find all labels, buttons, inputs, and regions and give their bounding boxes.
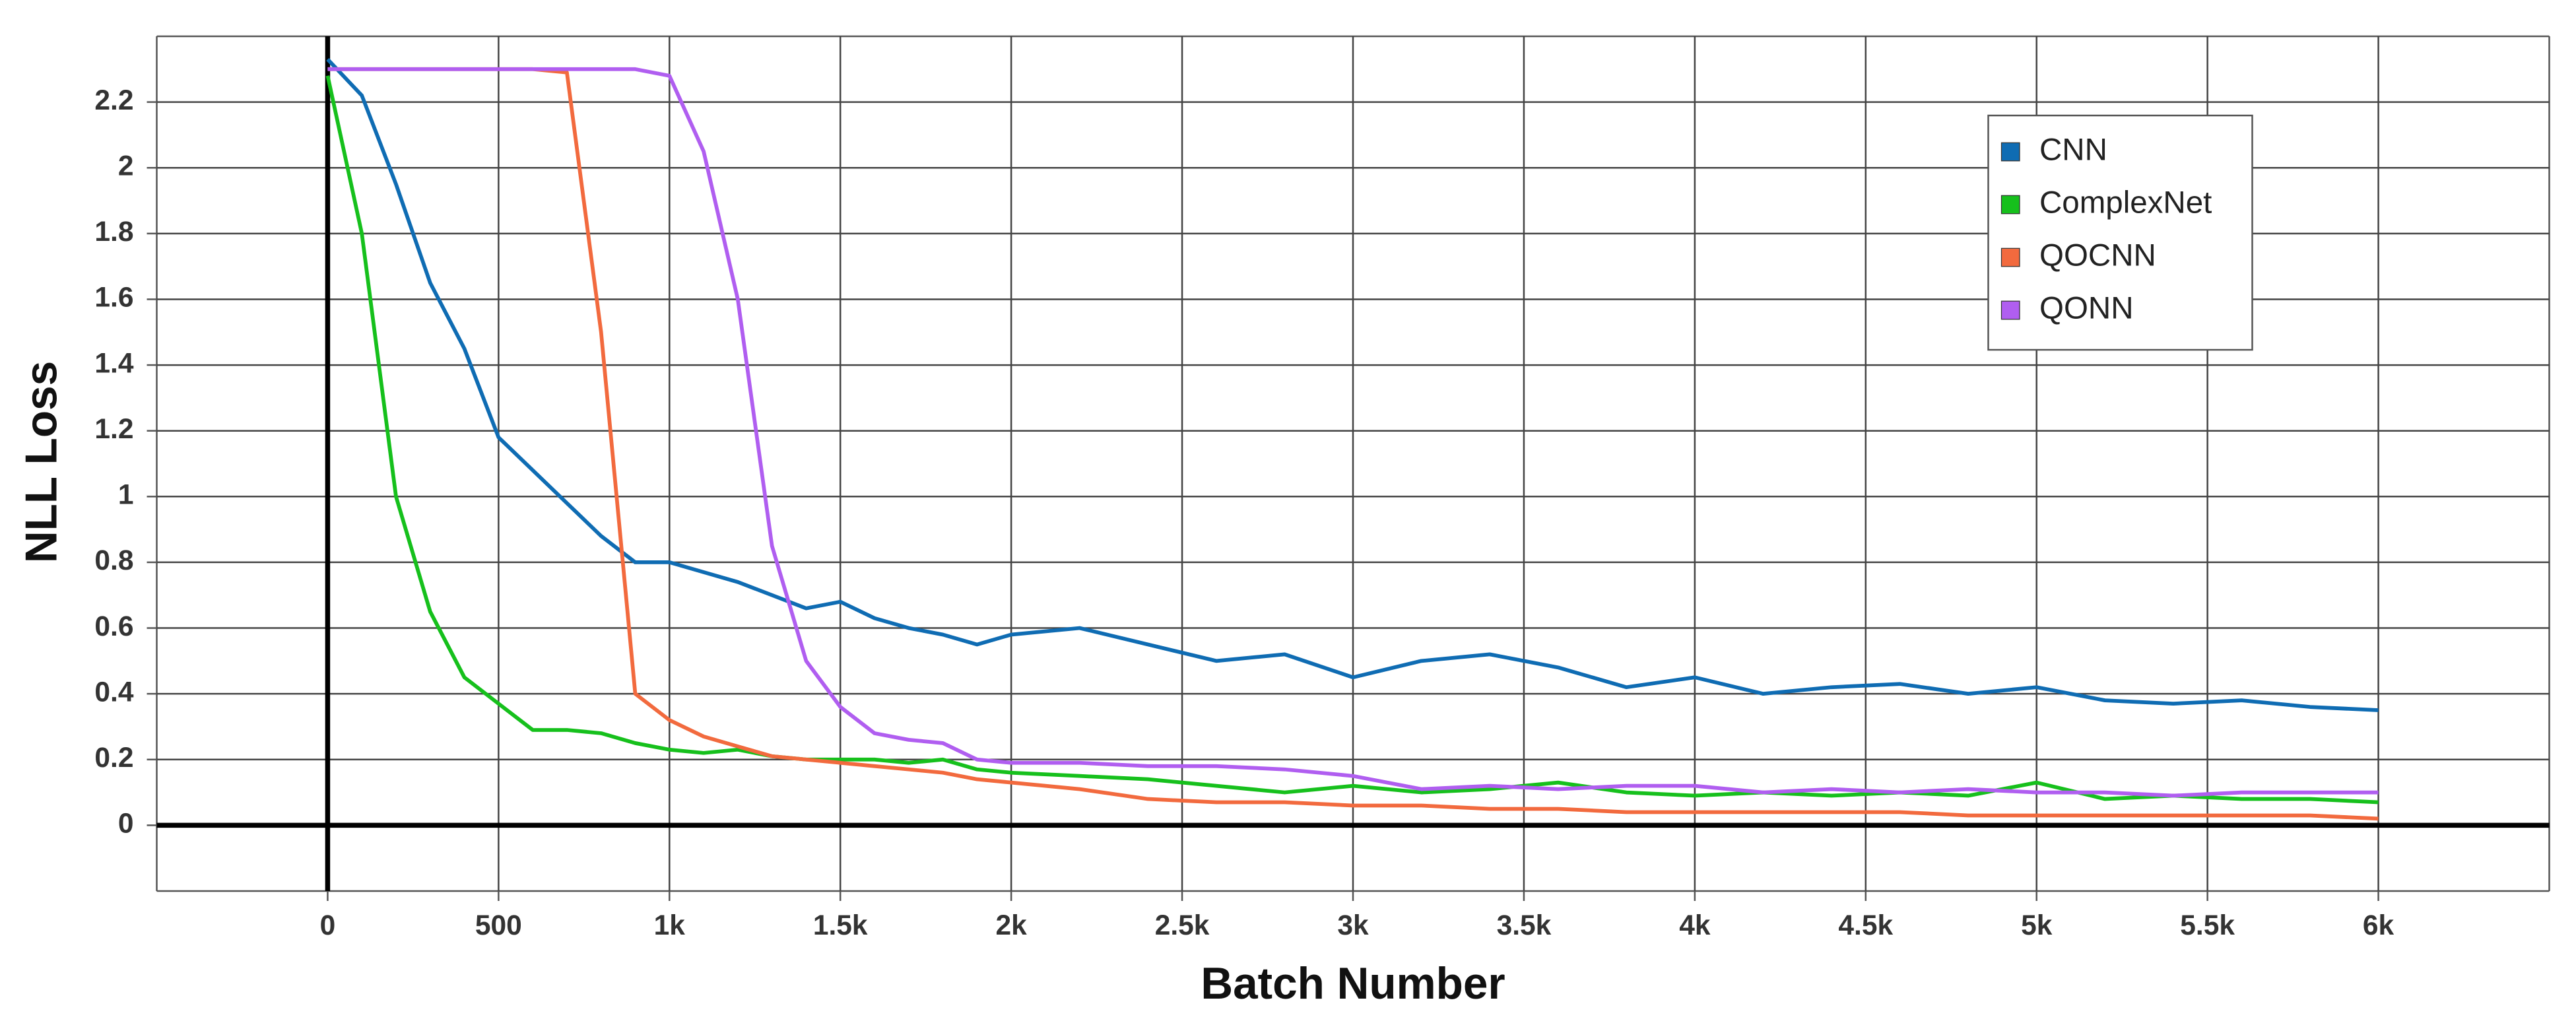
legend-box — [1987, 114, 2253, 351]
series-line — [326, 57, 2379, 712]
y-tick-label: 0.4 — [94, 677, 133, 708]
y-tick-label: 1.6 — [94, 282, 133, 314]
x-tick-label: 2.5k — [1155, 910, 1210, 941]
y-tick-label: 0.8 — [94, 545, 133, 576]
y-tick-label: 1.4 — [94, 348, 133, 379]
y-tick-label: 0.2 — [94, 743, 133, 774]
y-tick-label: 0 — [118, 809, 134, 840]
x-tick-label: 5k — [2021, 910, 2053, 941]
x-tick-label: 5.5k — [2180, 910, 2235, 941]
y-axis-title: NLL Loss — [17, 361, 66, 563]
x-tick-label: 2k — [996, 910, 1028, 941]
x-tick-label: 3.5k — [1497, 910, 1552, 941]
series-line — [327, 67, 2379, 821]
legend-swatch — [2000, 300, 2020, 320]
x-tick-label: 1k — [654, 910, 686, 941]
legend-label: QOCNN — [2039, 238, 2156, 273]
legend-swatch — [2000, 142, 2020, 162]
y-tick-label: 1 — [118, 480, 134, 511]
y-tick-label: 1.2 — [94, 414, 133, 445]
legend-label: ComplexNet — [2039, 185, 2212, 220]
x-axis-title: Batch Number — [1201, 959, 1505, 1009]
y-tick-label: 1.8 — [94, 216, 133, 248]
x-tick-label: 500 — [475, 910, 522, 941]
series-line — [327, 67, 2379, 798]
legend-label: CNN — [2039, 133, 2107, 168]
legend-swatch — [2000, 248, 2020, 267]
y-tick-label: 2.2 — [94, 85, 133, 116]
x-tick-label: 0 — [320, 910, 336, 941]
legend-label: QONN — [2039, 291, 2134, 326]
y-tick-label: 0.6 — [94, 611, 133, 642]
x-tick-label: 4.5k — [1838, 910, 1893, 941]
legend-swatch — [2000, 195, 2020, 215]
series-line — [325, 75, 2379, 805]
x-tick-label: 3k — [1337, 910, 1369, 941]
x-tick-label: 6k — [2363, 910, 2394, 941]
x-tick-label: 1.5k — [813, 910, 868, 941]
y-tick-label: 2 — [118, 150, 134, 182]
x-tick-label: 4k — [1679, 910, 1711, 941]
